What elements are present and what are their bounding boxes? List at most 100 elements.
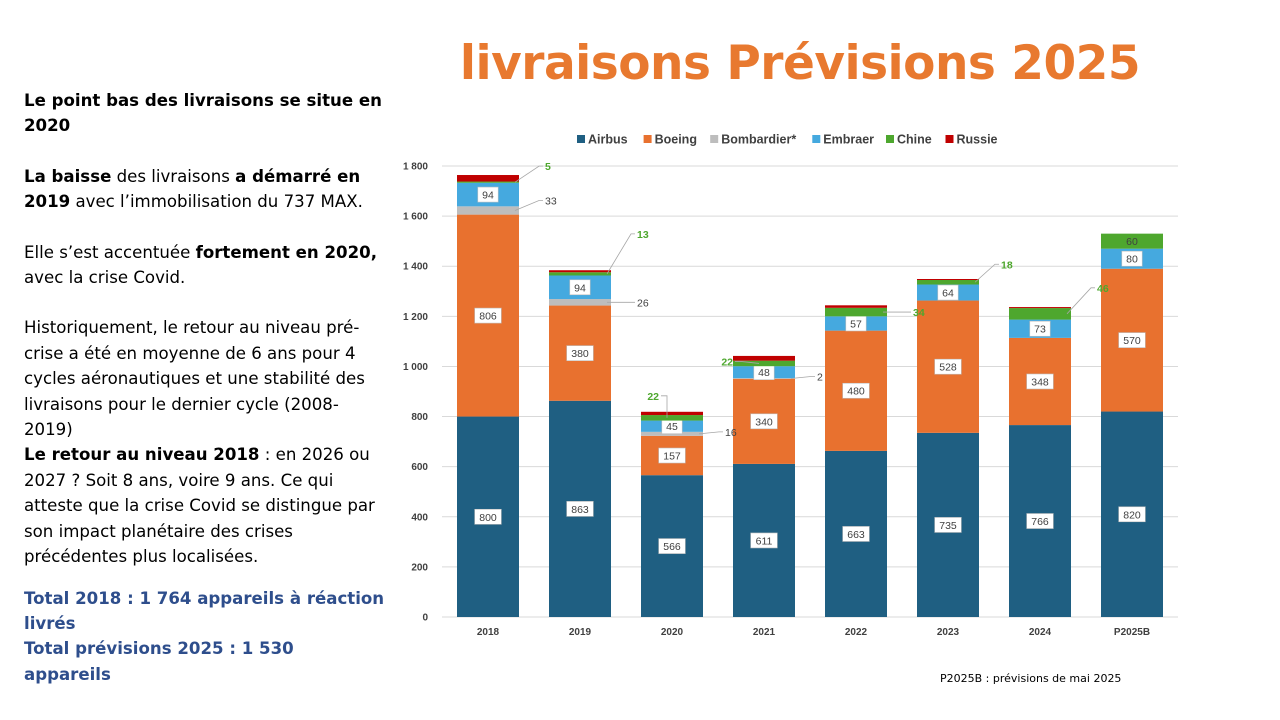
data-label-box [477, 186, 499, 203]
data-label: 48 [758, 367, 770, 379]
legend-swatch [577, 135, 585, 143]
paragraph-decline-start: La baisse des livraisons a démarré en 20… [24, 166, 363, 212]
data-label-box [566, 501, 594, 517]
callout-line [514, 200, 543, 211]
data-label: 735 [939, 520, 957, 532]
data-label: 800 [479, 512, 497, 524]
x-tick-label: 2019 [569, 627, 592, 638]
callout-line [698, 431, 723, 435]
y-tick-label: 600 [411, 462, 428, 473]
legend-swatch [643, 135, 652, 143]
callout-line [514, 165, 543, 183]
data-label-box [750, 413, 778, 430]
y-tick-label: 1 000 [403, 362, 428, 373]
bar-segment-russie [457, 175, 519, 182]
data-label: 57 [850, 318, 862, 330]
bar-segment-russie [917, 279, 979, 281]
paragraph-low-point: Le point bas des livraisons se situe en … [24, 91, 382, 136]
data-label-box [1118, 506, 1146, 523]
data-label-box [474, 508, 502, 525]
bar-segment-russie [825, 305, 887, 308]
data-label-callout: 22 [647, 391, 659, 403]
y-tick-label: 400 [411, 512, 428, 523]
footnote: P2025B : prévisions de mai 2025 [940, 672, 1122, 685]
data-label-callout: 2 [817, 371, 823, 383]
callout-line [1066, 287, 1095, 315]
y-tick-label: 1 400 [403, 262, 428, 273]
data-label-box [566, 345, 594, 361]
callout-line [606, 233, 635, 275]
legend-label: Russie [957, 133, 998, 147]
data-label-box [934, 517, 962, 533]
bar-segment-bombardier [457, 206, 519, 215]
y-tick-label: 200 [411, 562, 428, 573]
data-label: 157 [663, 451, 681, 463]
data-label-box [1026, 373, 1054, 390]
data-label: 570 [1123, 335, 1141, 347]
x-tick-label: 2022 [845, 627, 868, 638]
legend-label: Airbus [588, 133, 628, 147]
data-label: 566 [663, 541, 681, 553]
paragraph-covid: Elle s’est accentuée fortement en 2020, … [24, 242, 377, 288]
data-label-callout: 5 [545, 161, 551, 173]
x-tick-label: 2021 [753, 627, 776, 638]
y-tick-label: 1 200 [403, 312, 428, 323]
legend-swatch [812, 135, 821, 143]
data-label-box [934, 358, 962, 375]
data-label-box [842, 382, 870, 399]
data-label: 60 [1126, 236, 1138, 248]
total-2018: Total 2018 : 1 764 appareils à réaction … [24, 588, 385, 633]
slide-title: livraisons Prévisions 2025 [459, 36, 1141, 91]
paragraph-history: Historiquement, le retour au niveau pré-… [24, 318, 365, 440]
totals-block: Total 2018 : 1 764 appareils à réaction … [24, 586, 386, 688]
data-label: 80 [1126, 254, 1138, 266]
data-label: 348 [1031, 376, 1049, 388]
legend-swatch [886, 135, 894, 143]
bar-segment-chine [1009, 308, 1071, 320]
callout-line [661, 395, 668, 418]
data-label: 340 [755, 416, 773, 428]
y-tick-label: 1 800 [403, 162, 428, 173]
data-label: 73 [1034, 324, 1046, 336]
data-label-callout: 34 [913, 307, 925, 319]
data-label: 64 [942, 288, 954, 300]
legend-swatch [945, 135, 954, 143]
bar-segment-chine [733, 360, 795, 367]
bar-segment-chine [917, 280, 979, 285]
bar-segment-russie [733, 355, 795, 361]
x-tick-label: 2020 [661, 627, 684, 638]
callout-line [790, 376, 815, 379]
data-label-callout: 16 [725, 427, 737, 439]
data-label: 863 [571, 504, 589, 516]
data-label-box [1026, 513, 1054, 529]
x-tick-label: P2025B [1114, 627, 1150, 638]
bar-segment-bombardier [549, 299, 611, 306]
bar-segment-chine [641, 415, 703, 421]
data-label: 766 [1031, 516, 1049, 528]
data-label-callout: 22 [721, 356, 733, 368]
data-label-box [569, 279, 591, 296]
y-tick-label: 800 [411, 412, 428, 423]
data-label-box [842, 526, 870, 542]
data-label-box [474, 307, 502, 324]
legend-label: Embraer [823, 133, 874, 147]
bar-segment-russie [641, 411, 703, 416]
data-label: 528 [939, 362, 957, 374]
y-tick-label: 0 [422, 613, 428, 624]
bar-segment-russie [549, 270, 611, 273]
callout-line [974, 263, 999, 283]
data-label: 480 [847, 386, 865, 398]
paragraph-return-2018: Le retour au niveau 2018 : en 2026 ou 20… [24, 445, 375, 567]
bar-segment-chine [825, 307, 887, 317]
x-tick-label: 2018 [477, 627, 500, 638]
data-label: 663 [847, 529, 865, 541]
data-label: 45 [666, 421, 678, 433]
data-label-callout: 18 [1001, 259, 1013, 271]
bar-segment-chine [457, 181, 519, 183]
data-label-box [1029, 320, 1051, 337]
total-2025: Total prévisions 2025 : 1 530 appareils [24, 639, 294, 684]
data-label-callout: 26 [637, 297, 649, 309]
data-label-box [658, 447, 686, 464]
x-tick-label: 2024 [1029, 627, 1052, 638]
legend-label: Bombardier* [721, 133, 796, 147]
